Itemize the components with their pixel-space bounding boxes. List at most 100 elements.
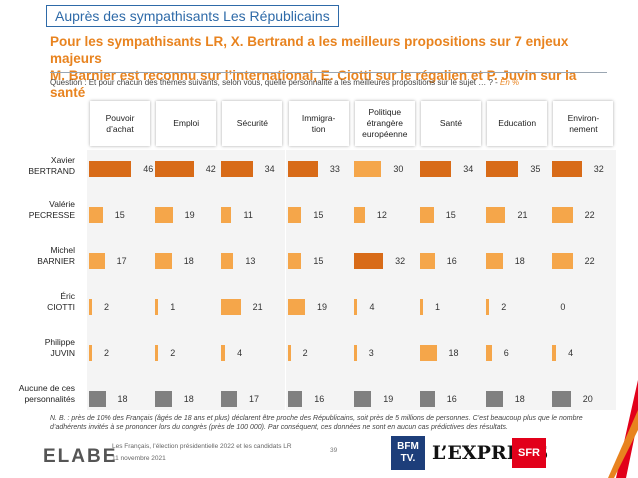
bar bbox=[221, 345, 226, 361]
series-label: Xavier BERTRAND bbox=[28, 155, 75, 176]
value-label: 22 bbox=[584, 256, 595, 266]
value-label: 11 bbox=[243, 210, 253, 220]
bar bbox=[353, 253, 384, 269]
bar bbox=[287, 161, 318, 177]
value-label: 2 bbox=[170, 348, 176, 358]
bar bbox=[353, 299, 358, 315]
footer-line-2: 11 novembre 2021 bbox=[112, 455, 166, 462]
category-header: Immigra-tion bbox=[288, 101, 349, 146]
bar bbox=[420, 299, 423, 315]
bar bbox=[89, 299, 92, 315]
value-label: 19 bbox=[317, 302, 328, 312]
category-header: Pouvoir d’achat bbox=[90, 101, 150, 146]
decorative-corner-shape bbox=[608, 380, 638, 478]
category-header-text: Emploi bbox=[173, 118, 200, 128]
bar bbox=[420, 207, 434, 223]
category-header: Politique étrangère européenne bbox=[354, 101, 415, 146]
series-label: Valérie PECRESSE bbox=[28, 199, 75, 220]
bar bbox=[155, 253, 172, 269]
category-header: Emploi bbox=[156, 101, 217, 146]
page-title: Pour les sympathisants LR, X. Bertrand a… bbox=[50, 33, 610, 101]
unit-label: En % bbox=[500, 78, 520, 87]
value-label: 15 bbox=[445, 210, 456, 220]
value-label: 30 bbox=[393, 164, 404, 174]
value-label: 15 bbox=[313, 210, 324, 220]
bar bbox=[287, 391, 303, 407]
bar bbox=[353, 161, 382, 177]
bar bbox=[155, 299, 159, 315]
series-label: Aucune de ces personnalités bbox=[18, 383, 75, 404]
bar bbox=[486, 299, 490, 315]
bar bbox=[420, 391, 435, 407]
value-label: 4 bbox=[369, 302, 375, 312]
value-label: 42 bbox=[205, 164, 216, 174]
value-label: 17 bbox=[116, 256, 127, 266]
bar bbox=[155, 345, 159, 361]
column-background bbox=[153, 150, 220, 410]
category-header-text: Sécurité bbox=[236, 118, 268, 128]
value-label: 17 bbox=[249, 394, 260, 404]
bar bbox=[287, 207, 302, 223]
bar bbox=[486, 253, 503, 269]
category-header-text: Immigra-tion bbox=[301, 112, 336, 134]
title-divider bbox=[50, 72, 607, 73]
value-label: 1 bbox=[170, 302, 176, 312]
bar bbox=[287, 345, 291, 361]
column-background bbox=[351, 150, 418, 410]
bar bbox=[287, 299, 306, 315]
value-label: 21 bbox=[252, 302, 263, 312]
bar bbox=[353, 207, 365, 223]
category-header: Education bbox=[487, 101, 548, 146]
bar bbox=[552, 161, 582, 177]
value-label: 3 bbox=[368, 348, 374, 358]
bar bbox=[486, 207, 506, 223]
value-label: 13 bbox=[245, 256, 256, 266]
bar bbox=[552, 391, 571, 407]
bar bbox=[420, 253, 435, 269]
column-background bbox=[550, 150, 617, 410]
value-label: 34 bbox=[463, 164, 474, 174]
bar bbox=[89, 345, 92, 361]
value-label: 19 bbox=[184, 210, 195, 220]
question-text: Question : Et pour chacun des thèmes sui… bbox=[50, 78, 519, 87]
bar bbox=[552, 253, 573, 269]
value-label: 16 bbox=[314, 394, 325, 404]
value-label: 1 bbox=[435, 302, 441, 312]
bar bbox=[221, 253, 234, 269]
question-label: Question : Et pour chacun des thèmes sui… bbox=[50, 78, 498, 87]
bar bbox=[89, 253, 105, 269]
column-background bbox=[484, 150, 551, 410]
footer-line-1: Les Français, l’élection présidentielle … bbox=[112, 443, 292, 450]
bar bbox=[287, 253, 302, 269]
bar bbox=[89, 391, 106, 407]
bar bbox=[221, 391, 237, 407]
page-number: 39 bbox=[330, 447, 338, 454]
value-label: 21 bbox=[517, 210, 528, 220]
value-label: 18 bbox=[514, 256, 525, 266]
bar bbox=[221, 207, 232, 223]
value-label: 4 bbox=[568, 348, 574, 358]
value-label: 32 bbox=[593, 164, 604, 174]
bar bbox=[89, 207, 103, 223]
bar bbox=[89, 161, 132, 177]
category-header-text: Politique étrangère européenne bbox=[362, 107, 408, 139]
value-label: 0 bbox=[560, 302, 566, 312]
bar bbox=[221, 299, 241, 315]
value-label: 4 bbox=[237, 348, 243, 358]
value-label: 18 bbox=[183, 394, 194, 404]
value-label: 19 bbox=[383, 394, 394, 404]
column-background bbox=[418, 150, 484, 410]
footer-info: Les Français, l’élection présidentielle … bbox=[112, 441, 292, 465]
bar bbox=[221, 161, 253, 177]
column-background bbox=[219, 150, 286, 410]
column-background bbox=[285, 150, 352, 410]
section-tag: Auprès des sympathisants Les Républicain… bbox=[46, 5, 339, 27]
value-label: 6 bbox=[503, 348, 509, 358]
value-label: 33 bbox=[329, 164, 340, 174]
value-label: 20 bbox=[582, 394, 593, 404]
value-label: 15 bbox=[313, 256, 324, 266]
value-label: 2 bbox=[104, 302, 110, 312]
title-line-2: M. Barnier est reconnu sur l’internation… bbox=[50, 68, 577, 100]
bar bbox=[486, 161, 519, 177]
series-label: Michel BARNIER bbox=[37, 245, 75, 266]
